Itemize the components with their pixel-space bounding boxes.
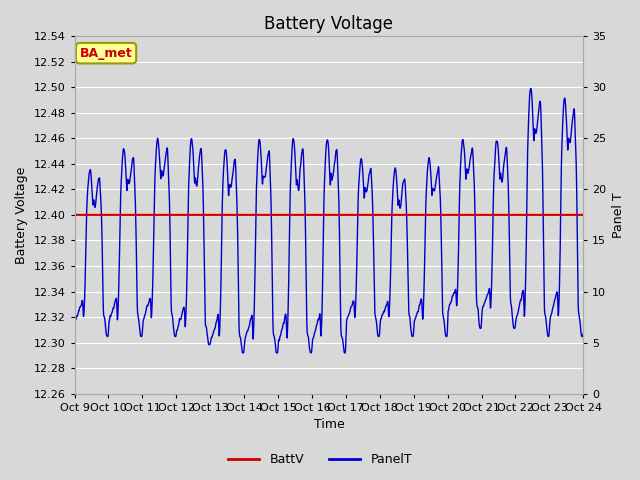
X-axis label: Time: Time xyxy=(314,419,344,432)
Y-axis label: Battery Voltage: Battery Voltage xyxy=(15,166,28,264)
Title: Battery Voltage: Battery Voltage xyxy=(264,15,394,33)
Legend: BattV, PanelT: BattV, PanelT xyxy=(223,448,417,471)
Y-axis label: Panel T: Panel T xyxy=(612,192,625,238)
Text: BA_met: BA_met xyxy=(79,47,132,60)
